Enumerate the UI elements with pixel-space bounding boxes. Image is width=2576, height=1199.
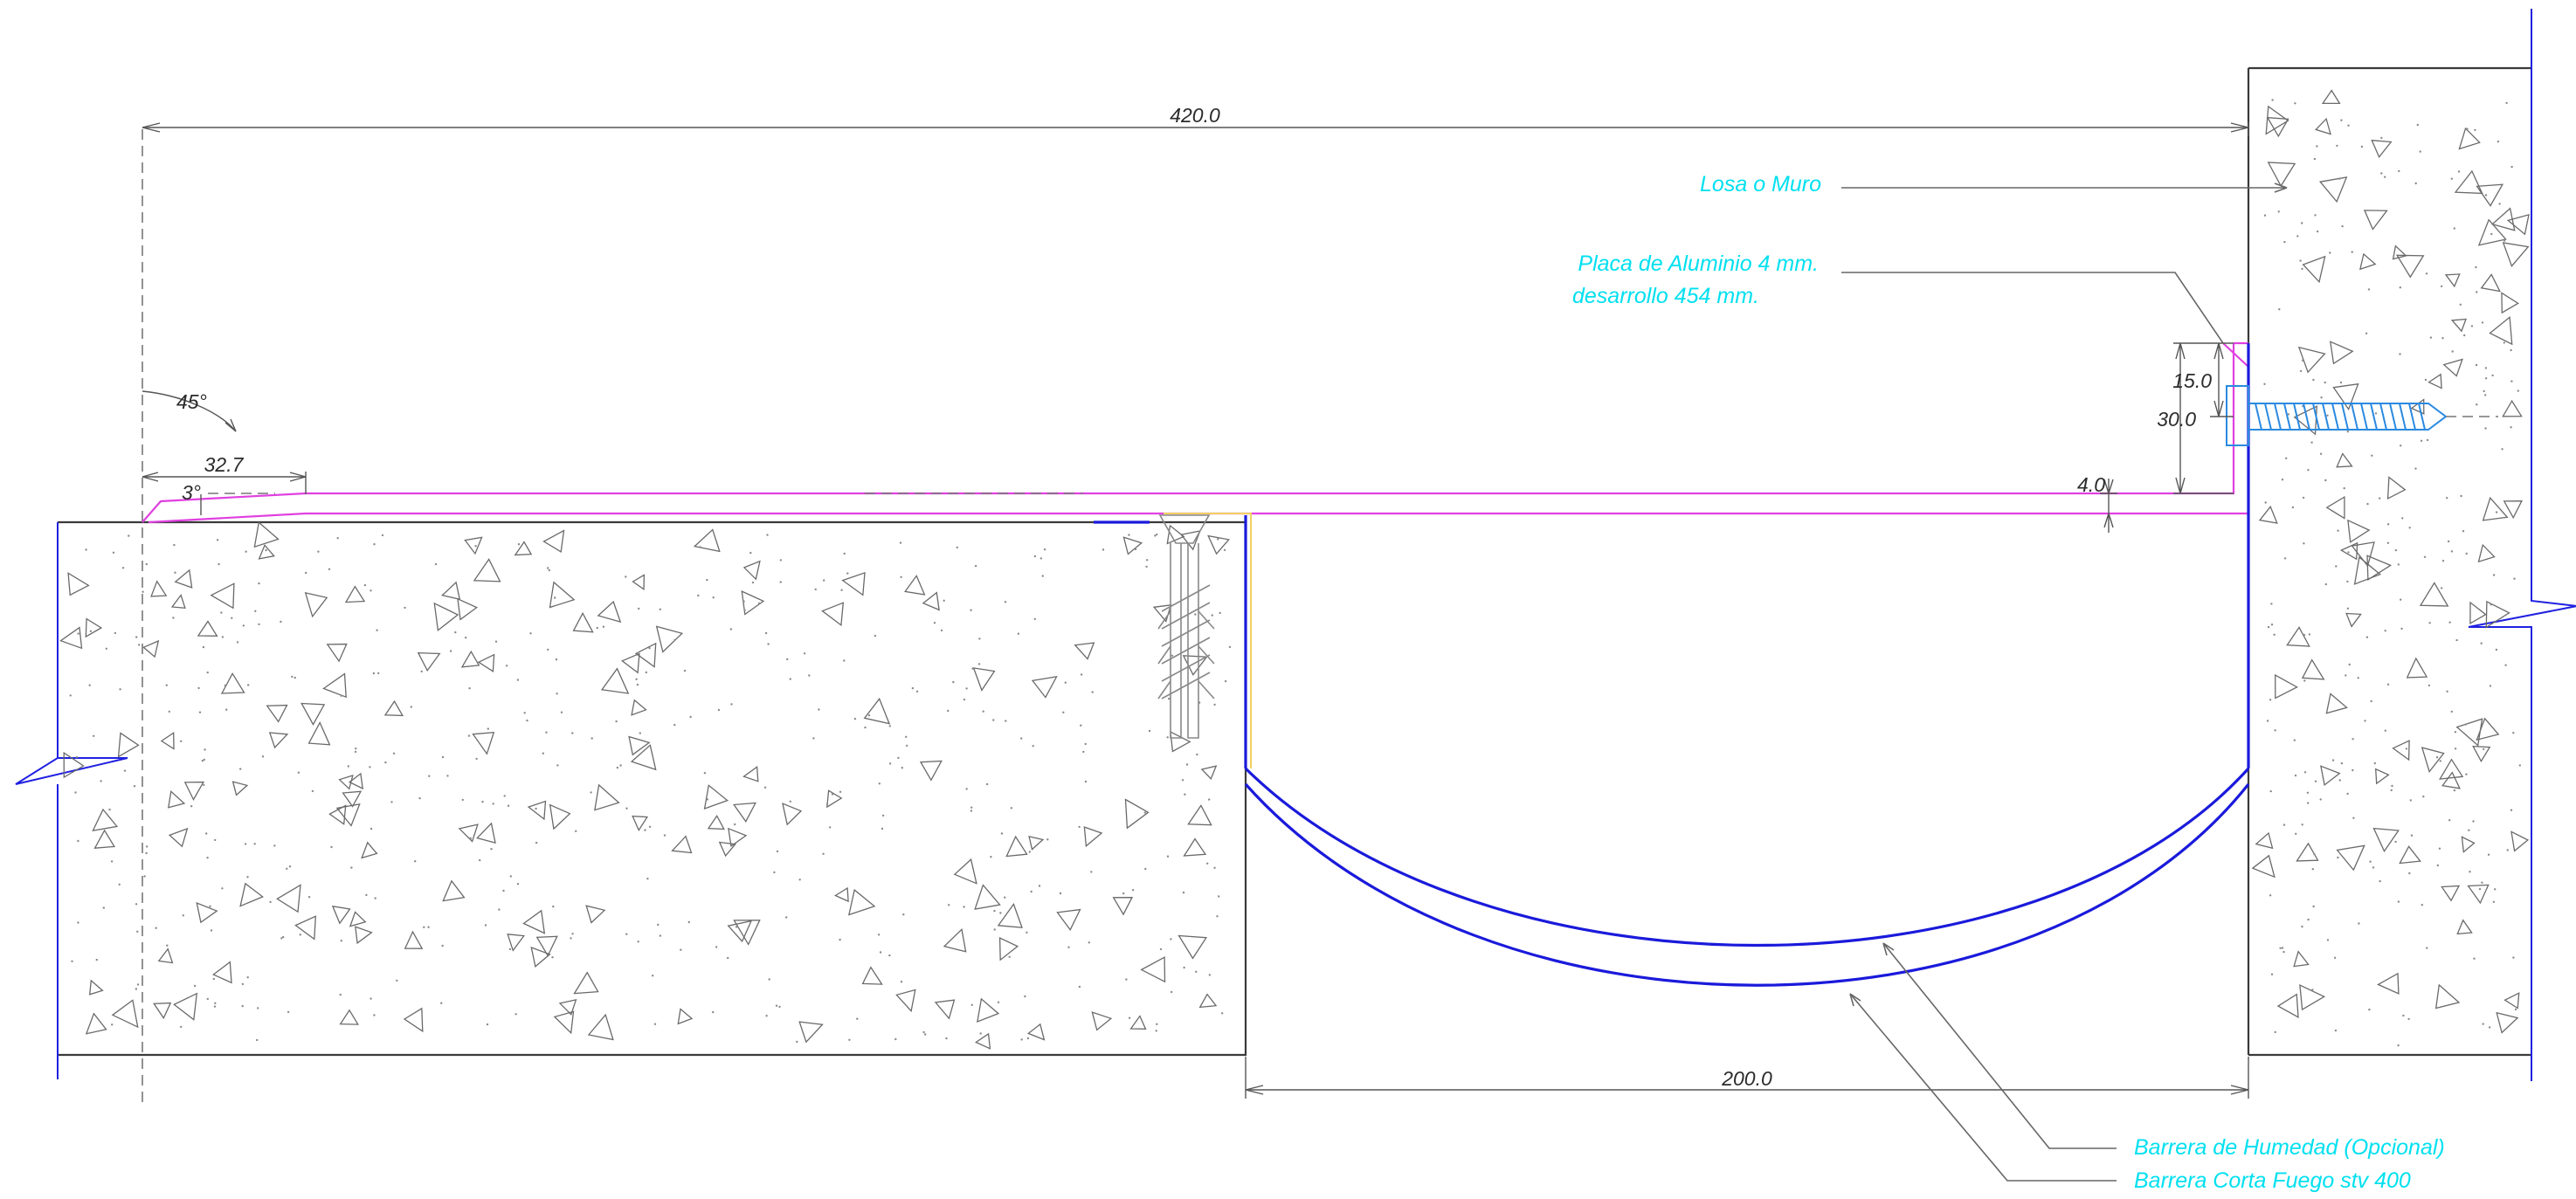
- label-wall: Losa o Muro: [1700, 172, 1821, 196]
- dimension-screw-depth: 15.0 30.0: [2157, 342, 2234, 494]
- label-plate-line1: Placa de Aluminio 4 mm.: [1578, 252, 1819, 276]
- dim-overall-width-label: 420.0: [1170, 104, 1220, 127]
- dim-plate-thickness-label: 4.0: [2077, 473, 2105, 496]
- fire-barrier-curve: [1244, 782, 2250, 987]
- dimension-joint-gap: 200.0: [1245, 1057, 2249, 1099]
- label-moisture-barrier: Barrera de Humedad (Opcional): [2134, 1135, 2445, 1160]
- label-plate-line2: desarrollo 454 mm.: [1572, 284, 1759, 308]
- right-concrete-aggregate: [2251, 89, 2530, 1047]
- dim-top-flange-label: 32.7: [204, 453, 245, 476]
- dim-screw-upper-label: 15.0: [2172, 369, 2212, 392]
- moisture-barrier-curve: [1244, 767, 2250, 947]
- label-fire-barrier: Barrera Corta Fuego stv 400: [2134, 1168, 2411, 1193]
- dimension-slope-angle: 3°: [182, 481, 275, 515]
- dimension-overall-width: 420.0: [142, 104, 2249, 136]
- aluminium-plate: [142, 341, 2249, 768]
- dimension-top-flange: 32.7: [142, 453, 307, 494]
- screw-fastener: [2226, 385, 2498, 446]
- left-concrete-aggregate: [59, 521, 1232, 1050]
- wall-anchor: [1157, 514, 1215, 739]
- left-concrete-slab: [15, 520, 1247, 1079]
- dim-bevel-angle-label: 45°: [176, 390, 207, 413]
- barrier-curves: [1094, 343, 2250, 987]
- dim-screw-total-label: 30.0: [2157, 408, 2196, 431]
- leader-lines: [1841, 183, 2288, 1182]
- dim-slope-angle-label: 3°: [182, 481, 201, 504]
- dimension-plate-thickness: 4.0: [2077, 473, 2117, 533]
- right-concrete-wall: [2247, 9, 2576, 1081]
- dim-joint-gap-label: 200.0: [1721, 1067, 1772, 1090]
- annotations: Losa o Muro Placa de Aluminio 4 mm. desa…: [1572, 172, 2445, 1193]
- dimension-bevel-angle: 45°: [142, 390, 237, 432]
